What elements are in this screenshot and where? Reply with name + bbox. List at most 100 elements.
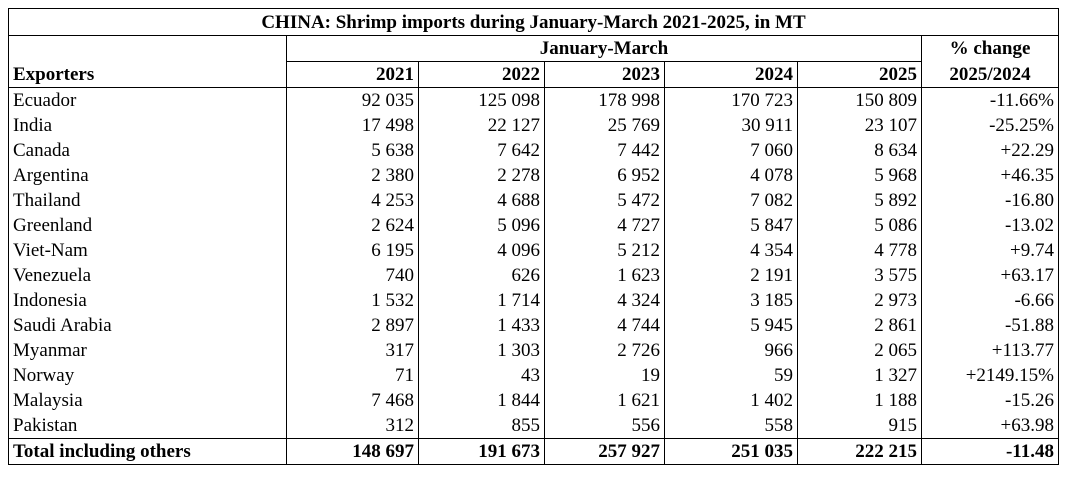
import-value: 4 727 <box>544 213 665 238</box>
import-value: 4 778 <box>797 238 922 263</box>
change-header-line2: 2025/2024 <box>920 61 1060 88</box>
exporter-name: Venezuela <box>8 263 287 288</box>
exporter-name: Myanmar <box>8 338 287 363</box>
exporters-header-spacer <box>8 35 287 62</box>
import-value: 1 327 <box>797 363 922 388</box>
percent-change: -11.66% <box>920 87 1060 113</box>
total-value: 191 673 <box>418 438 545 465</box>
exporter-name: Norway <box>8 363 287 388</box>
import-value: 2 897 <box>286 313 419 338</box>
import-value: 6 952 <box>544 163 665 188</box>
total-change: -11.48 <box>920 438 1060 465</box>
year-header: 2022 <box>418 61 545 88</box>
import-value: 2 380 <box>286 163 419 188</box>
table-row: Pakistan 312 855 556 558 915 +63.98 <box>8 413 1060 439</box>
import-value: 3 185 <box>664 288 798 313</box>
table-title: CHINA: Shrimp imports during January-Mar… <box>7 8 1060 36</box>
import-value: 1 188 <box>797 388 922 413</box>
percent-change: -15.26 <box>920 388 1060 413</box>
table-row: Viet-Nam 6 195 4 096 5 212 4 354 4 778 +9.74 <box>8 238 1060 263</box>
import-value: 2 861 <box>797 313 922 338</box>
import-value: 556 <box>544 413 665 439</box>
import-value: 150 809 <box>797 87 922 113</box>
table-body: Ecuador 92 035 125 098 178 998 170 723 150 80… <box>8 87 1060 439</box>
import-value: 71 <box>286 363 419 388</box>
exporters-header: Exporters <box>8 61 287 88</box>
shrimp-imports-table-container: CHINA: Shrimp imports during January-Mar… <box>7 8 1060 465</box>
change-header-line1: % change <box>920 35 1060 62</box>
import-value: 1 623 <box>544 263 665 288</box>
import-value: 2 065 <box>797 338 922 363</box>
percent-change: -6.66 <box>920 288 1060 313</box>
import-value: 2 973 <box>797 288 922 313</box>
import-value: 5 086 <box>797 213 922 238</box>
import-value: 2 191 <box>664 263 798 288</box>
import-value: 43 <box>418 363 545 388</box>
import-value: 3 575 <box>797 263 922 288</box>
import-value: 915 <box>797 413 922 439</box>
table-row: Myanmar 317 1 303 2 726 966 2 065 +113.77 <box>8 338 1060 363</box>
import-value: 5 638 <box>286 138 419 163</box>
percent-change: -16.80 <box>920 188 1060 213</box>
import-value: 178 998 <box>544 87 665 113</box>
import-value: 92 035 <box>286 87 419 113</box>
import-value: 125 098 <box>418 87 545 113</box>
import-value: 170 723 <box>664 87 798 113</box>
table-row: Malaysia 7 468 1 844 1 621 1 402 1 188 -15.26 <box>8 388 1060 413</box>
import-value: 5 892 <box>797 188 922 213</box>
year-header: 2025 <box>797 61 922 88</box>
import-value: 30 911 <box>664 113 798 138</box>
import-value: 1 714 <box>418 288 545 313</box>
percent-change: -13.02 <box>920 213 1060 238</box>
exporter-name: India <box>8 113 287 138</box>
import-value: 5 096 <box>418 213 545 238</box>
percent-change: +9.74 <box>920 238 1060 263</box>
total-value: 148 697 <box>286 438 419 465</box>
import-value: 4 078 <box>664 163 798 188</box>
import-value: 4 253 <box>286 188 419 213</box>
import-value: 23 107 <box>797 113 922 138</box>
import-value: 626 <box>418 263 545 288</box>
table-row: India 17 498 22 127 25 769 30 911 23 107 -25.2… <box>8 113 1060 138</box>
import-value: 8 634 <box>797 138 922 163</box>
exporter-name: Ecuador <box>8 87 287 113</box>
import-value: 4 324 <box>544 288 665 313</box>
import-value: 1 433 <box>418 313 545 338</box>
import-value: 966 <box>664 338 798 363</box>
import-value: 1 621 <box>544 388 665 413</box>
table-row: Norway 71 43 19 59 1 327 +2149.15% <box>8 363 1060 388</box>
table-row: Canada 5 638 7 642 7 442 7 060 8 634 +22.29 <box>8 138 1060 163</box>
import-value: 7 060 <box>664 138 798 163</box>
import-value: 740 <box>286 263 419 288</box>
year-header: 2024 <box>664 61 798 88</box>
import-value: 1 402 <box>664 388 798 413</box>
exporter-name: Indonesia <box>8 288 287 313</box>
total-label: Total including others <box>8 438 287 465</box>
exporter-name: Argentina <box>8 163 287 188</box>
import-value: 7 082 <box>664 188 798 213</box>
import-value: 1 303 <box>418 338 545 363</box>
exporter-name: Canada <box>8 138 287 163</box>
table-row: Indonesia 1 532 1 714 4 324 3 185 2 973 -6.66 <box>8 288 1060 313</box>
import-value: 1 844 <box>418 388 545 413</box>
import-value: 855 <box>418 413 545 439</box>
import-value: 22 127 <box>418 113 545 138</box>
table-row: Ecuador 92 035 125 098 178 998 170 723 150 80… <box>8 87 1060 113</box>
import-value: 4 744 <box>544 313 665 338</box>
import-value: 5 945 <box>664 313 798 338</box>
exporter-name: Thailand <box>8 188 287 213</box>
total-value: 251 035 <box>664 438 798 465</box>
percent-change: -25.25% <box>920 113 1060 138</box>
percent-change: -51.88 <box>920 313 1060 338</box>
import-value: 2 624 <box>286 213 419 238</box>
percent-change: +46.35 <box>920 163 1060 188</box>
table-row: Saudi Arabia 2 897 1 433 4 744 5 945 2 861 -51… <box>8 313 1060 338</box>
total-row: Total including others 148 697 191 673 2… <box>8 438 1060 465</box>
import-value: 5 472 <box>544 188 665 213</box>
import-value: 1 532 <box>286 288 419 313</box>
period-header: January-March <box>286 35 922 62</box>
import-value: 59 <box>664 363 798 388</box>
table-row: Argentina 2 380 2 278 6 952 4 078 5 968 +46.35 <box>8 163 1060 188</box>
import-value: 2 278 <box>418 163 545 188</box>
exporter-name: Malaysia <box>8 388 287 413</box>
